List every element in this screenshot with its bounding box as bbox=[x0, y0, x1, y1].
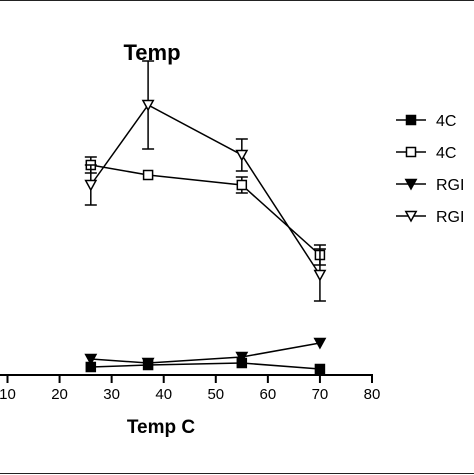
series-line bbox=[90, 362, 320, 370]
legend-item-3: RGI bbox=[396, 177, 464, 194]
legend-marker bbox=[405, 146, 417, 158]
x-tick-label: 20 bbox=[51, 386, 68, 403]
data-point bbox=[141, 357, 155, 370]
legend-label: RGI bbox=[436, 209, 464, 226]
data-point bbox=[84, 179, 98, 192]
series-2 bbox=[84, 156, 326, 266]
data-point bbox=[313, 337, 327, 350]
x-tick-label: 40 bbox=[155, 386, 172, 403]
series-line bbox=[90, 164, 321, 256]
x-tick-label: 30 bbox=[103, 386, 120, 403]
data-point bbox=[236, 179, 248, 191]
legend-marker bbox=[404, 210, 418, 223]
series-4 bbox=[84, 60, 327, 302]
data-point bbox=[142, 169, 154, 181]
legend-item-2: 4C bbox=[396, 145, 456, 162]
plot-area bbox=[84, 60, 327, 375]
data-point bbox=[313, 269, 327, 282]
x-axis-label: Temp C bbox=[127, 417, 196, 438]
series-line bbox=[90, 104, 321, 276]
data-point bbox=[314, 363, 326, 375]
x-tick-label: 80 bbox=[364, 386, 381, 403]
x-tick-label: 50 bbox=[207, 386, 224, 403]
legend-item-1: 4C bbox=[396, 113, 456, 130]
data-point bbox=[235, 351, 249, 364]
data-point bbox=[235, 149, 249, 162]
data-point bbox=[141, 99, 155, 112]
x-tick-label: 70 bbox=[312, 386, 329, 403]
series-line bbox=[90, 342, 321, 364]
legend-item-4: RGI bbox=[396, 209, 464, 226]
legend-label: 4C bbox=[436, 145, 456, 162]
legend-label: RGI bbox=[436, 177, 464, 194]
legend-marker bbox=[405, 114, 417, 126]
x-tick-label: 10 bbox=[0, 386, 16, 403]
data-point bbox=[84, 353, 98, 366]
x-axis: 10 20 30 40 50 60 70 80 bbox=[0, 374, 381, 403]
legend: 4C 4C RGI RGI bbox=[396, 113, 464, 226]
legend-marker bbox=[404, 178, 418, 191]
series-3 bbox=[84, 337, 327, 370]
x-tick-label: 60 bbox=[260, 386, 277, 403]
legend-label: 4C bbox=[436, 113, 456, 130]
